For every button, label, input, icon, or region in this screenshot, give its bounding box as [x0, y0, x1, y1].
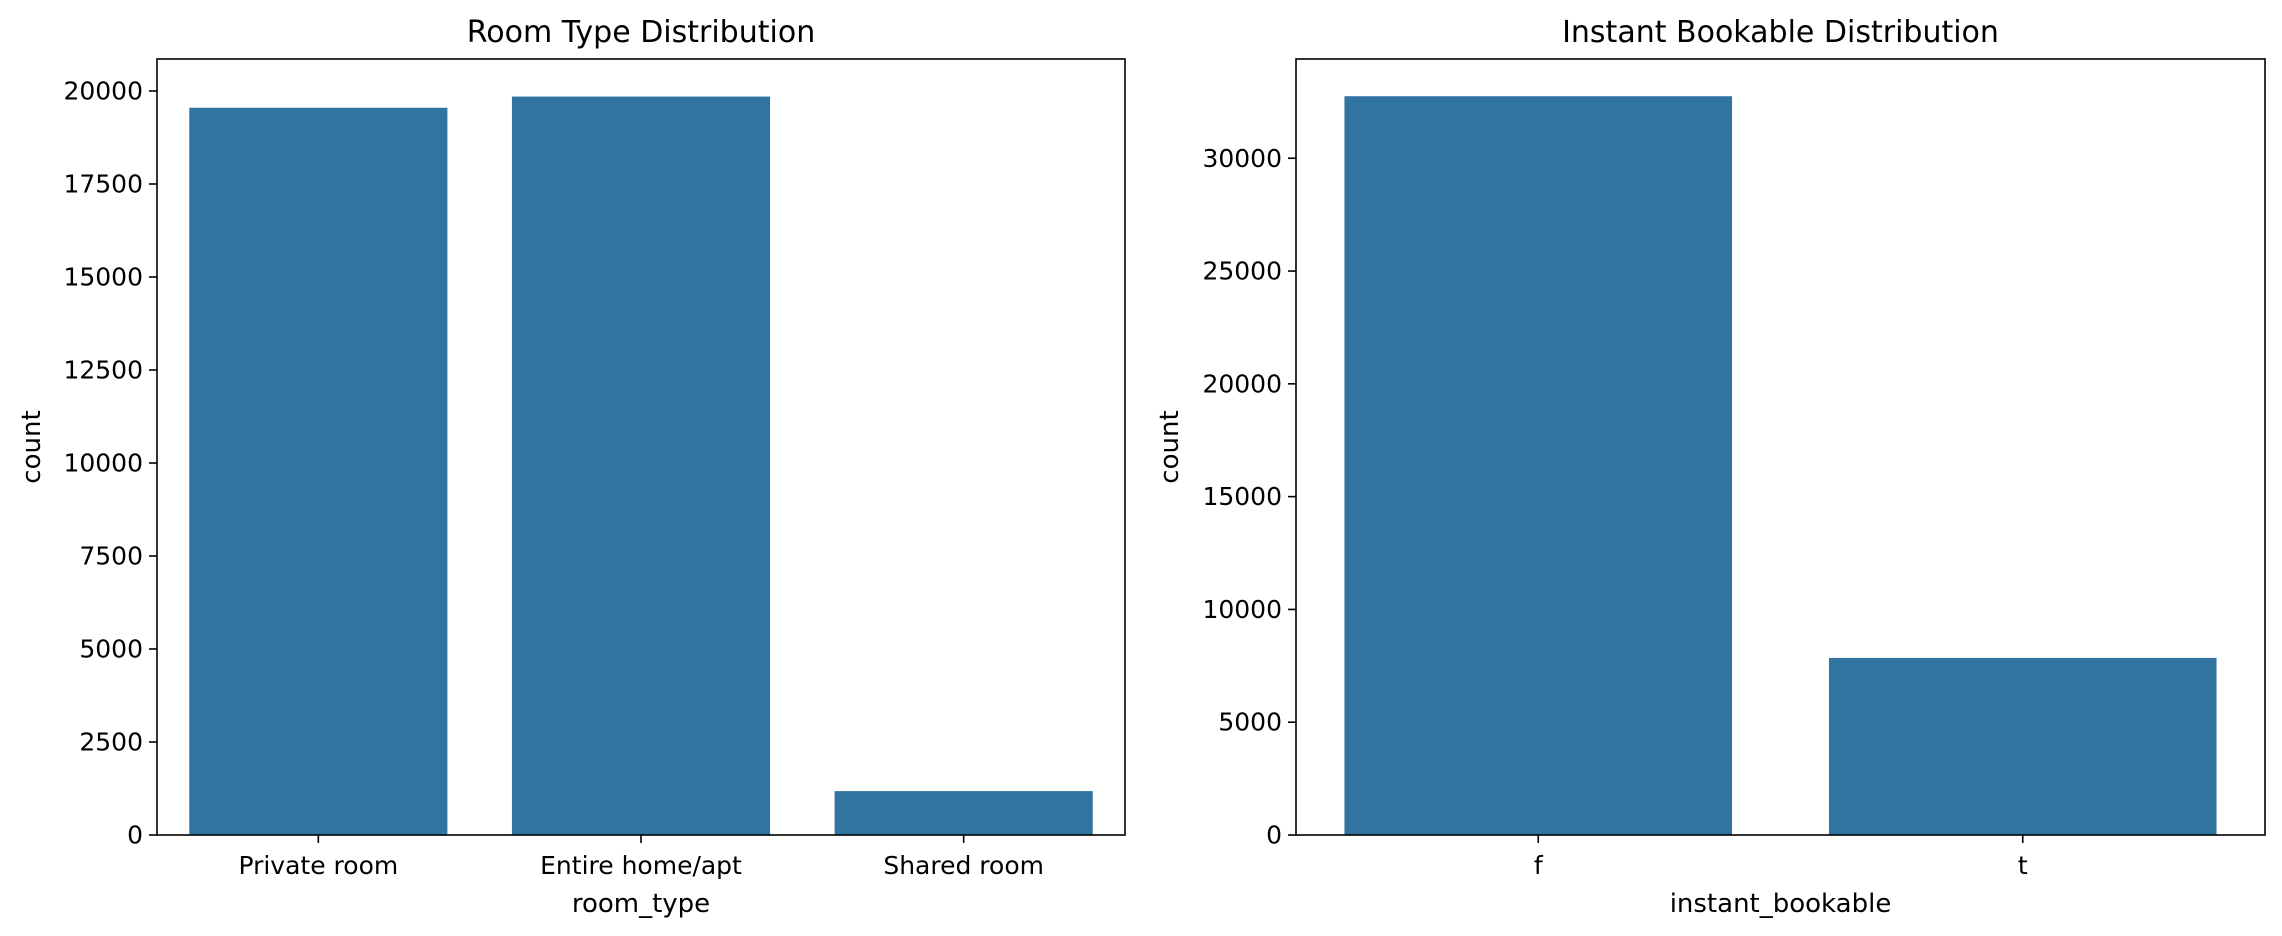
bar-1-0: [1344, 96, 1733, 835]
x-tick-label: Private room: [238, 851, 398, 880]
y-tick-label: 5000: [79, 634, 143, 663]
y-axis-label: count: [1155, 410, 1185, 483]
bar-0-1: [511, 96, 771, 835]
bar-0-2: [834, 791, 1093, 835]
y-tick-label: 12500: [63, 355, 143, 384]
y-tick-label: 0: [1266, 821, 1282, 850]
chart-title: Room Type Distribution: [467, 15, 815, 50]
chart-room-type: 0 2500 5000 7500 10000 12500 15000 17500 20000 Pr…: [17, 15, 1126, 919]
y-tick-label: 17500: [63, 169, 143, 198]
x-axis-label: room_type: [572, 889, 710, 919]
x-axis-label: instant_bookable: [1670, 889, 1892, 919]
y-tick-label: 30000: [1202, 144, 1282, 173]
bar-1-1: [1828, 657, 2217, 835]
y-tick-label: 15000: [63, 262, 143, 291]
bar-0-0: [189, 107, 448, 836]
x-tick-label: f: [1534, 851, 1544, 880]
y-tick-label: 15000: [1202, 482, 1282, 511]
y-tick-label: 20000: [63, 76, 143, 105]
chart-instant-bookable: 0 5000 10000 15000 20000 25000 30000 f t Instant …: [1155, 15, 2266, 919]
y-tick-label: 10000: [63, 448, 143, 477]
y-tick-label: 5000: [1218, 708, 1282, 737]
y-tick-label: 7500: [79, 541, 143, 570]
y-tick-label: 20000: [1202, 369, 1282, 398]
x-tick-label: Entire home/apt: [540, 851, 742, 880]
y-tick-label: 2500: [79, 727, 143, 756]
y-axis-label: count: [17, 410, 47, 483]
plot-frame: [1295, 58, 2266, 836]
x-tick-label: t: [2018, 851, 2028, 880]
y-tick-label: 10000: [1202, 595, 1282, 624]
y-tick-label: 0: [127, 821, 143, 850]
y-tick-label: 25000: [1202, 257, 1282, 286]
x-tick-label: Shared room: [883, 851, 1044, 880]
chart-title: Instant Bookable Distribution: [1562, 15, 1999, 50]
